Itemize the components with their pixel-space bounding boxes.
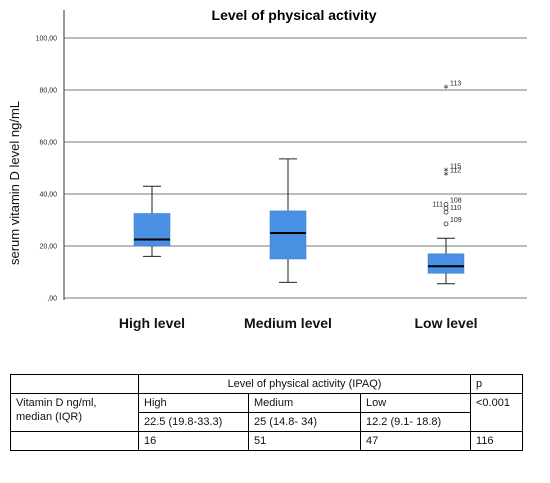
table-column-low: Low — [360, 393, 471, 413]
table-value-low: 12.2 (9.1- 18.8) — [360, 412, 471, 432]
table-value-high: 22.5 (19.8-33.3) — [138, 412, 249, 432]
outlier-star: * — [444, 167, 449, 178]
table-total: 116 — [470, 431, 523, 451]
y-tick-labels: ,00 20,00 40,00 60,00 80,00 100,00 — [36, 36, 58, 303]
table-column-medium: Medium — [248, 393, 361, 413]
box-iqr — [427, 253, 465, 274]
box-iqr — [269, 210, 307, 260]
outlier-label: 110 — [450, 205, 461, 212]
table-row: 22.5 (19.8-33.3) 25 (14.8- 34) 12.2 (9.1… — [11, 412, 523, 432]
chart-title: Level of physical activity — [212, 7, 377, 23]
y-tick-label: 40,00 — [39, 192, 57, 199]
x-tick-label: Medium level — [244, 315, 332, 331]
table-p-value: <0.001 — [470, 393, 523, 432]
y-axis-label: serum vitamin D level ng/mL — [7, 101, 22, 265]
outlier-circle — [443, 201, 449, 207]
table-row: 16 51 47 116 — [10, 431, 523, 451]
x-tick-labels: High level Medium level Low level — [119, 315, 478, 331]
table-group-title: Level of physical activity (IPAQ) — [138, 374, 471, 394]
table-header-row: Level of physical activity (IPAQ) p — [10, 374, 523, 394]
outlier-label: 115 — [450, 164, 461, 171]
outlier-label: 112 — [450, 168, 461, 175]
outlier-circle — [443, 205, 449, 211]
outlier-label: 108 — [450, 197, 462, 204]
outlier-label: 109 — [450, 217, 462, 224]
y-tick-label: 20,00 — [39, 244, 57, 251]
table-value-medium: 25 (14.8- 34) — [248, 412, 361, 432]
y-tick-label: ,00 — [47, 296, 57, 303]
y-tick-label: 100,00 — [36, 36, 58, 43]
outlier-label: 113 — [450, 80, 461, 87]
table-p-header: p — [470, 374, 523, 394]
outlier-label: 111 — [432, 201, 443, 208]
table-row: Vitamin D ng/ml, median (IQR) High Mediu… — [10, 393, 523, 432]
table-count-medium: 51 — [248, 431, 361, 451]
box-iqr — [133, 213, 171, 247]
table-count-low: 47 — [360, 431, 471, 451]
table-empty-corner — [10, 374, 139, 394]
x-tick-label: High level — [119, 315, 185, 331]
table-column-high: High — [138, 393, 249, 413]
summary-table: Level of physical activity (IPAQ) p Vita… — [10, 374, 523, 451]
outlier-star: * — [444, 83, 449, 94]
outlier-star: * — [444, 171, 449, 182]
outlier-circle — [443, 209, 449, 215]
x-tick-label: Low level — [414, 315, 477, 331]
y-tick-label: 60,00 — [39, 140, 57, 147]
box-plot-chart: Level of physical activity ,00 20,00 40,00… — [7, 7, 527, 331]
outlier-circle — [443, 221, 449, 227]
y-tick-label: 80,00 — [39, 88, 57, 95]
table-count-high: 16 — [138, 431, 249, 451]
table-empty-cell — [10, 431, 139, 451]
table-row-label: Vitamin D ng/ml, median (IQR) — [10, 393, 139, 432]
